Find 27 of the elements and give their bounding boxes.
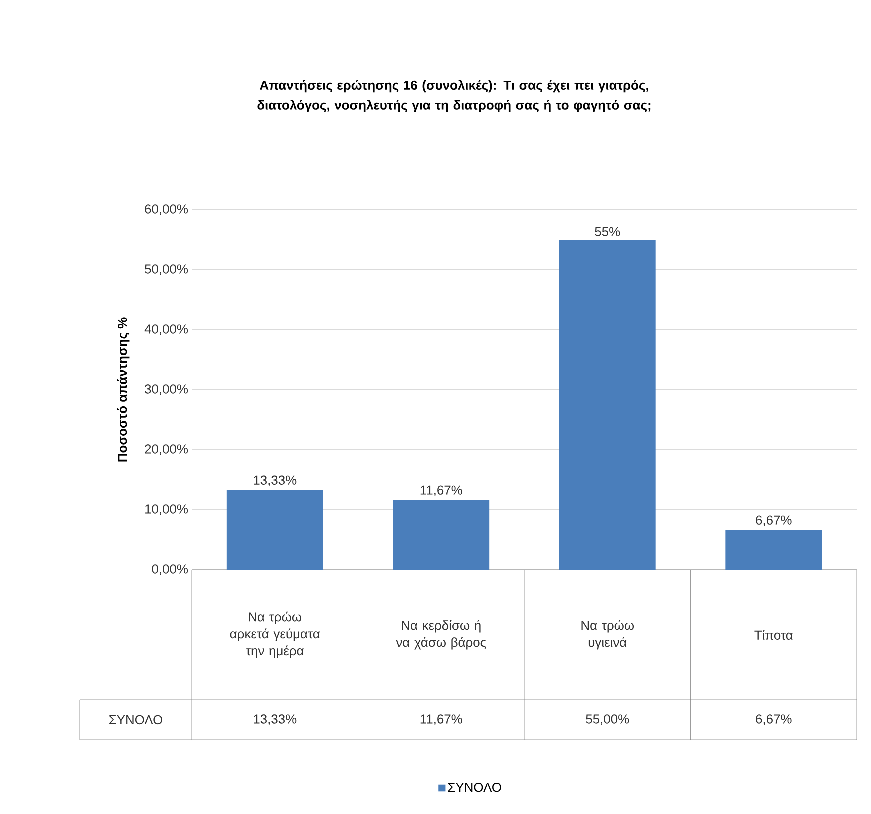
text: 11,67%	[420, 714, 462, 726]
data-label: 11,67%	[420, 486, 462, 496]
y-tick-label: 30,00%	[145, 384, 188, 396]
y-tick-label: 50,00%	[145, 264, 188, 276]
data-label: 55%	[595, 227, 620, 236]
bar	[226, 490, 324, 570]
x-tick-label: Να τρώω υγιεινά	[582, 620, 634, 650]
text: 13,33%	[254, 714, 297, 726]
data-label: 6,67%	[756, 516, 792, 526]
y-tick-label: 20,00%	[145, 444, 188, 456]
bar	[726, 530, 822, 570]
text: 55,00%	[586, 714, 630, 726]
data-label: 13,33%	[254, 476, 297, 486]
legend-label: ΣΥΝΟΛΟ	[448, 782, 502, 792]
y-tick-label: 60,00%	[145, 204, 188, 216]
text: ΣΥΝΟΛΟ	[110, 715, 163, 725]
x-tick-label: Τίποτα	[754, 630, 793, 640]
bar	[393, 500, 490, 570]
y-tick-label: 40,00%	[144, 324, 188, 336]
chart-title: Απαντήσεις ερώτησης 16 (συνολικές): Τι σας έχει πει γιατρός, διατολόγος, νοσηλευτής για τη διατροφή σας ή το φαγητό σας;	[258, 80, 651, 112]
x-tick-label: Να τρώω αρκετά γεύματα την ημέρα	[230, 612, 320, 658]
x-tick-label: Να κερδίσω ή να χάσω βάρος	[396, 620, 486, 650]
bar	[559, 240, 656, 570]
text: 6,67%	[756, 714, 792, 726]
y-axis-title: Ποσοστό απάντησης %	[118, 318, 130, 462]
y-tick-label: 10,00%	[146, 504, 188, 516]
y-tick-label: 0,00%	[152, 564, 188, 576]
